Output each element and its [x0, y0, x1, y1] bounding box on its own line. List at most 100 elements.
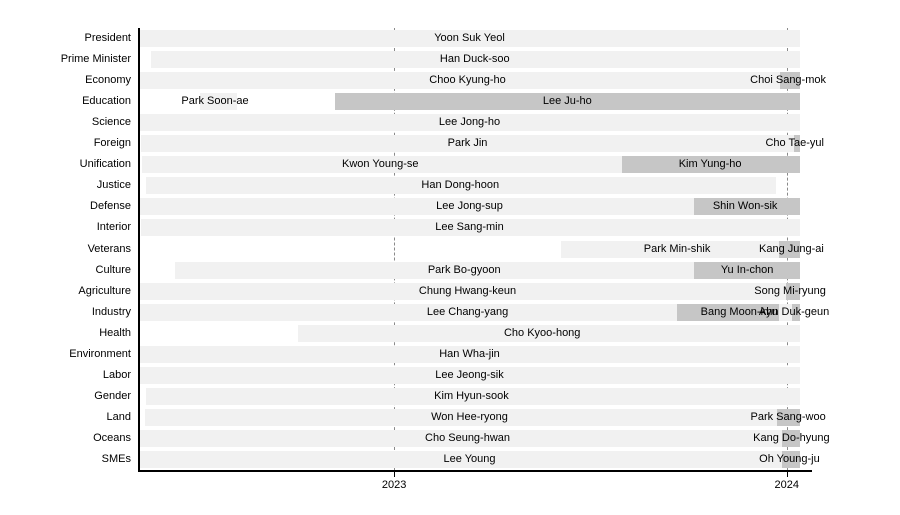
- x-tick-2023: [394, 472, 396, 477]
- timeline-row-industry: Lee Chang-yang Bang Moon-kyu Ahn Duk-geun: [139, 303, 829, 321]
- bar-segment-lee-sang-min: [140, 219, 800, 237]
- y-axis-label-interior: Interior: [96, 221, 131, 234]
- y-axis-label-health: Health: [99, 326, 131, 339]
- bar-label-lee-young: Lee Young: [443, 453, 496, 466]
- bar-segment-park-sang-woo: [776, 408, 800, 426]
- bar-label-lee-sang-min: Lee Sang-min: [435, 221, 504, 234]
- bar-label-park-min-shik: Park Min-shik: [643, 242, 711, 255]
- x-tick-label: 2023: [381, 479, 407, 491]
- bar-segment-shin-won-sik: [694, 198, 800, 216]
- bar-label-lee-ju-ho: Lee Ju-ho: [542, 95, 592, 108]
- bar-segment-yoon-suk-yeol: [139, 30, 800, 48]
- y-axis-label-environment: Environment: [69, 347, 131, 360]
- y-axis-label-defense: Defense: [90, 200, 131, 213]
- bar-label-kim-hyun-sook: Kim Hyun-sook: [434, 389, 509, 402]
- bar-segment-lee-ju-ho: [335, 93, 800, 111]
- timeline-row-defense: Lee Jong-sup Shin Won-sik: [139, 198, 800, 216]
- bar-label-lee-jeong-sik: Lee Jeong-sik: [435, 368, 504, 381]
- y-axis-line: [138, 28, 140, 470]
- bar-label-ahn-duk-geun: Ahn Duk-geun: [758, 305, 830, 318]
- y-axis-label-education: Education: [82, 95, 131, 108]
- timeline-row-land: Won Hee-ryong Park Sang-woo: [139, 408, 826, 426]
- bar-label-yu-in-chon: Yu In-chon: [720, 263, 774, 276]
- timeline-row-interior: Lee Sang-min: [139, 219, 800, 237]
- bar-label-bang-moon-kyu: Bang Moon-kyu: [700, 305, 778, 318]
- bar-segment-song-mi-ryung: [786, 282, 800, 300]
- timeline-row-veterans: Park Min-shik Kang Jung-ai: [139, 240, 824, 258]
- bar-label-chung-hwang-keun: Chung Hwang-keun: [418, 284, 517, 297]
- timeline-row-gender: Kim Hyun-sook: [139, 387, 800, 405]
- y-axis-label-smes: SMEs: [101, 453, 131, 465]
- timeline-row-prime-minister: Han Duck-soo: [139, 51, 800, 69]
- y-axis-label-unification: Unification: [79, 158, 131, 171]
- bar-label-song-mi-ryung: Song Mi-ryung: [754, 284, 826, 297]
- bar-label-kwon-young-se: Kwon Young-se: [342, 158, 419, 171]
- bar-label-choi-sang-mok: Choi Sang-mok: [750, 74, 827, 87]
- x-tick-label: 2024: [774, 479, 799, 491]
- bar-segment-cho-kyoo-hong: [297, 324, 800, 342]
- y-axis-label-prime-minister: Prime Minister: [60, 53, 131, 66]
- bar-segment-bang-moon-kyu: [677, 303, 779, 321]
- bar-segment-ahn-duk-geun: [792, 303, 800, 321]
- bar-segment-lee-jeong-sik: [140, 366, 800, 384]
- bar-segment-park-bo-gyoon: [174, 261, 800, 279]
- y-axis-label-economy: Economy: [85, 74, 131, 87]
- y-axis-label-labor: Labor: [102, 368, 131, 381]
- bar-label-park-soon-ae: Park Soon-ae: [181, 95, 249, 108]
- timeline-row-president: Yoon Suk Yeol: [139, 30, 800, 48]
- y-axis-label-gender: Gender: [94, 389, 131, 402]
- bar-label-won-hee-ryong: Won Hee-ryong: [431, 410, 508, 423]
- bar-segment-kang-do-hyung: [782, 429, 800, 447]
- bar-label-choo-kyung-ho: Choo Kyung-ho: [429, 74, 506, 87]
- timeline-row-justice: Han Dong-hoon: [139, 177, 800, 195]
- y-axis-label-culture: Culture: [95, 263, 131, 276]
- bar-segment-yu-in-chon: [694, 261, 800, 279]
- timeline-row-smes: Lee Young Oh Young-ju: [139, 451, 820, 469]
- bar-segment-choi-sang-mok: [779, 72, 800, 90]
- bar-label-kang-do-hyung: Kang Do-hyung: [753, 431, 830, 444]
- bar-label-lee-jong-sup: Lee Jong-sup: [436, 200, 503, 213]
- bar-segment-chung-hwang-keun: [140, 282, 800, 300]
- bar-segment-kim-yung-ho: [622, 156, 800, 174]
- timeline-row-environment: Han Wha-jin: [139, 345, 800, 363]
- timeline-row-culture: Park Bo-gyoon Yu In-chon: [139, 261, 800, 279]
- x-axis-line: [138, 470, 812, 472]
- y-axis-label-industry: Industry: [91, 305, 131, 318]
- bar-label-han-wha-jin: Han Wha-jin: [439, 347, 500, 360]
- bar-segment-park-jin: [140, 135, 797, 153]
- bar-segment-han-duck-soo: [150, 51, 800, 69]
- bar-segment-lee-young: [140, 451, 800, 469]
- y-axis-label-president: President: [84, 32, 131, 44]
- bar-label-park-jin: Park Jin: [447, 137, 488, 150]
- bar-label-kim-yung-ho: Kim Yung-ho: [678, 158, 742, 171]
- bar-label-kang-jung-ai: Kang Jung-ai: [758, 242, 824, 255]
- bar-label-lee-chang-yang: Lee Chang-yang: [426, 305, 509, 318]
- y-axis-label-agriculture: Agriculture: [78, 284, 131, 297]
- bar-segment-lee-jong-ho: [140, 114, 800, 132]
- bar-segment-han-dong-hoon: [146, 177, 777, 195]
- timeline-row-unification: Kwon Young-se Kim Yung-ho: [139, 156, 800, 174]
- bar-segment-kang-jung-ai: [778, 240, 800, 258]
- bar-segment-choo-kyung-ho: [139, 72, 787, 90]
- timeline-row-agriculture: Chung Hwang-keun Song Mi-ryung: [139, 282, 826, 300]
- y-axis-label-veterans: Veterans: [87, 242, 131, 255]
- bar-segment-han-wha-jin: [140, 345, 800, 363]
- bar-label-han-dong-hoon: Han Dong-hoon: [421, 179, 500, 192]
- bar-segment-lee-jong-sup: [140, 198, 800, 216]
- bar-label-park-sang-woo: Park Sang-woo: [750, 410, 826, 423]
- bar-label-cho-seung-hwan: Cho Seung-hwan: [425, 431, 511, 444]
- bar-segment-cho-tae-yul: [794, 135, 800, 153]
- y-axis-label-foreign: Foreign: [93, 137, 131, 150]
- y-axis-label-justice: Justice: [96, 179, 131, 192]
- timeline-row-education: Park Soon-ae Lee Ju-ho: [139, 93, 800, 111]
- timeline-row-oceans: Cho Seung-hwan Kang Do-hyung: [139, 429, 830, 447]
- y-axis-label-science: Science: [91, 116, 131, 129]
- bar-segment-cho-seung-hwan: [140, 429, 800, 447]
- bar-segment-kwon-young-se: [142, 156, 623, 174]
- timeline-row-health: Cho Kyoo-hong: [139, 324, 800, 342]
- bar-label-oh-young-ju: Oh Young-ju: [759, 453, 820, 466]
- bar-label-park-bo-gyoon: Park Bo-gyoon: [427, 263, 501, 276]
- plot-area: Yoon Suk Yeol Han Duck-soo Choo Kyung-ho Ch…: [139, 28, 830, 470]
- timeline-row-foreign: Park Jin Cho Tae-yul: [139, 135, 824, 153]
